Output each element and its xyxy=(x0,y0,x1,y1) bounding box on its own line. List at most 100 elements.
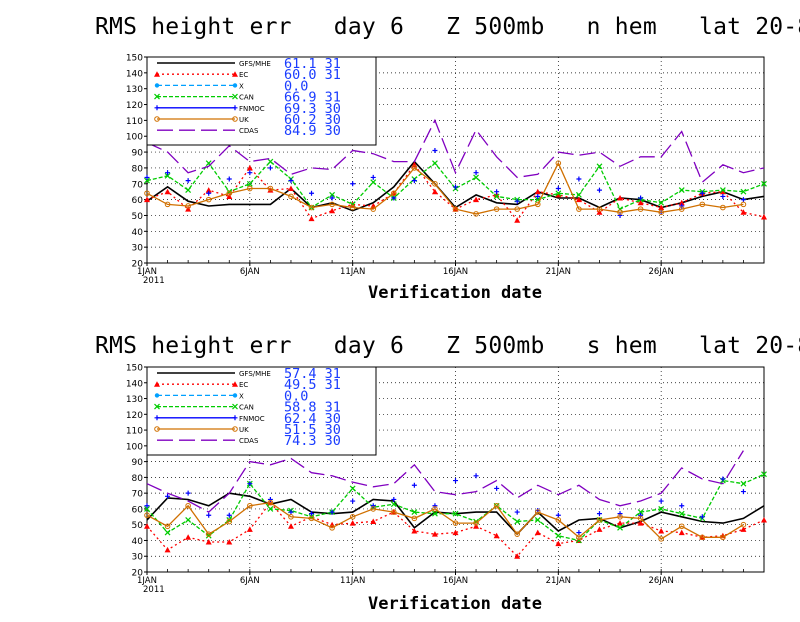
legend-stat-shem: 51.5 30 xyxy=(284,422,341,438)
data-point-nhem xyxy=(267,187,274,193)
data-point-shem xyxy=(411,509,418,516)
data-point-shem xyxy=(514,553,521,559)
data-point-nhem xyxy=(638,195,644,201)
data-point-shem xyxy=(205,539,212,545)
data-point-shem xyxy=(555,540,562,547)
data-point-nhem xyxy=(226,176,232,182)
y-tick-label-nhem: 90 xyxy=(132,149,144,159)
x-tick-label-nhem: 16JAN xyxy=(443,267,468,277)
data-point-shem xyxy=(432,503,438,509)
y-tick-label-nhem: 20 xyxy=(132,260,144,270)
data-point-nhem xyxy=(370,179,377,186)
data-point-shem xyxy=(144,512,150,519)
legend-stat-nhem: 60.2 30 xyxy=(284,112,341,128)
data-point-shem xyxy=(493,502,500,509)
data-point-shem xyxy=(555,517,562,523)
data-point-nhem xyxy=(576,206,582,212)
x-tick-label-shem: 26JAN xyxy=(648,576,673,586)
legend-stat-nhem: 60.0 31 xyxy=(284,67,341,83)
legend-marker-shem xyxy=(232,426,238,432)
data-point-nhem xyxy=(185,178,191,184)
data-point-shem xyxy=(391,509,397,515)
data-point-nhem xyxy=(617,209,623,216)
data-point-shem xyxy=(350,498,356,504)
data-point-shem xyxy=(720,476,726,482)
data-point-shem xyxy=(164,529,171,536)
data-point-shem xyxy=(658,536,664,542)
data-point-shem xyxy=(267,496,273,502)
x-tick-label-nhem: 26JAN xyxy=(648,267,673,277)
y-tick-label-shem: 150 xyxy=(126,364,143,374)
y-tick-label-shem: 120 xyxy=(126,411,143,421)
data-point-nhem xyxy=(534,188,541,195)
x-tick-label-nhem: 11JAN xyxy=(340,267,365,277)
data-point-nhem xyxy=(247,185,253,192)
data-point-nhem xyxy=(226,193,233,199)
data-point-shem xyxy=(596,511,602,517)
x-tick-label-shem: 6JAN xyxy=(240,576,260,586)
data-point-shem xyxy=(432,510,438,517)
legend-marker-nhem xyxy=(232,105,238,111)
data-point-nhem xyxy=(678,206,685,212)
legend-name-shem: UK xyxy=(239,426,249,434)
data-point-nhem xyxy=(452,206,459,212)
legend-stat-shem: 58.8 31 xyxy=(284,400,341,416)
data-point-nhem xyxy=(719,188,726,195)
data-point-nhem xyxy=(514,206,521,212)
series-cdas-nhem xyxy=(146,118,765,184)
chart-title-nhem: RMS height err day 6 Z 500mb n hem lat 2… xyxy=(95,14,800,40)
y-tick-label-shem: 130 xyxy=(126,395,143,405)
data-point-shem xyxy=(308,515,315,522)
data-point-shem xyxy=(205,531,212,537)
data-point-shem xyxy=(699,514,705,520)
data-point-nhem xyxy=(247,170,253,176)
legend-marker-shem xyxy=(232,403,238,410)
data-point-shem xyxy=(349,520,356,526)
y-tick-label-nhem: 70 xyxy=(132,180,144,190)
y-tick-label-shem: 110 xyxy=(126,427,143,437)
data-point-nhem xyxy=(309,190,315,196)
data-point-nhem xyxy=(555,160,562,166)
legend-stat-nhem: 84.9 30 xyxy=(284,123,341,139)
data-point-nhem xyxy=(411,165,418,171)
legend-marker-shem xyxy=(154,381,160,387)
legend-marker-shem xyxy=(232,415,238,421)
data-point-nhem xyxy=(575,196,582,203)
data-point-nhem xyxy=(206,190,212,196)
legend-marker-nhem xyxy=(232,93,238,100)
y-tick-label-nhem: 50 xyxy=(132,212,144,222)
data-point-nhem xyxy=(246,180,253,187)
data-point-shem xyxy=(432,506,438,512)
data-point-shem xyxy=(309,511,315,517)
y-tick-label-shem: 70 xyxy=(132,490,144,500)
data-point-nhem xyxy=(576,176,582,182)
data-point-nhem xyxy=(617,212,623,218)
legend-marker-nhem xyxy=(232,71,238,77)
data-point-nhem xyxy=(226,190,233,197)
data-point-nhem xyxy=(473,170,479,176)
legend-marker-nhem xyxy=(154,93,160,100)
series-fnmoc-nhem xyxy=(144,147,746,218)
series-fnmoc-shem xyxy=(144,473,746,536)
y-tick-label-shem: 140 xyxy=(126,379,143,389)
data-point-shem xyxy=(473,520,479,526)
data-point-shem xyxy=(637,515,644,522)
legend-name-shem: EC xyxy=(239,381,248,389)
data-point-shem xyxy=(390,501,397,508)
legend-marker-shem xyxy=(232,393,238,398)
data-point-shem xyxy=(164,523,171,530)
data-point-shem xyxy=(349,485,356,492)
series-line-shem xyxy=(146,501,744,540)
data-point-shem xyxy=(740,489,746,495)
data-point-nhem xyxy=(761,180,767,187)
data-point-shem xyxy=(185,517,192,523)
data-point-nhem xyxy=(329,201,335,208)
legend-marker-shem xyxy=(154,415,160,421)
data-point-nhem xyxy=(165,170,171,176)
data-point-shem xyxy=(411,482,417,488)
data-point-shem xyxy=(658,505,665,512)
legend-stat-nhem: 0.0 xyxy=(284,78,308,94)
data-point-nhem xyxy=(679,203,685,209)
legend-name-nhem: CAN xyxy=(239,94,254,102)
